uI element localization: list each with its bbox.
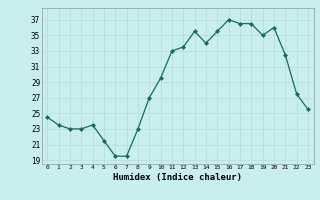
X-axis label: Humidex (Indice chaleur): Humidex (Indice chaleur) (113, 173, 242, 182)
